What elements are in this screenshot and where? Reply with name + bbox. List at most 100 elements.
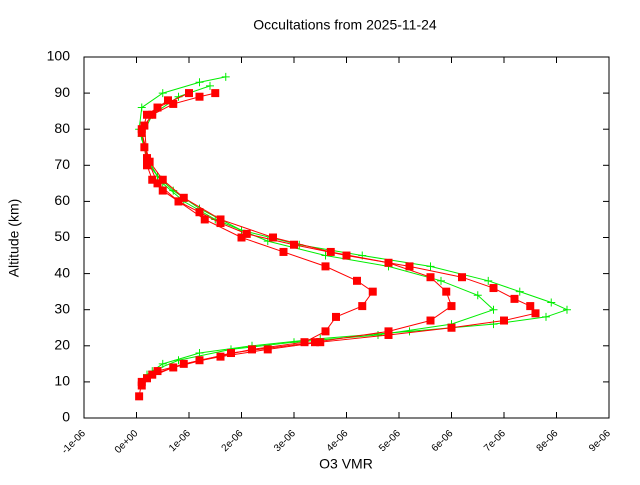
y-tick-label: 10	[54, 373, 70, 389]
point	[206, 81, 214, 90]
point	[211, 89, 220, 98]
point	[447, 302, 456, 311]
x-tick-label: -1e-06	[60, 428, 89, 457]
point	[547, 298, 556, 307]
point	[179, 193, 188, 202]
point	[316, 338, 325, 347]
point	[145, 157, 154, 166]
x-tick-label: 5e-06	[377, 428, 403, 454]
point	[237, 233, 246, 242]
point	[358, 302, 367, 311]
point	[368, 287, 377, 296]
profile-line	[141, 92, 374, 386]
point	[489, 284, 498, 293]
point	[442, 287, 451, 296]
y-tick-label: 30	[54, 300, 70, 316]
point	[164, 96, 172, 105]
y-tick-label: 80	[54, 120, 70, 136]
y-tick-label: 90	[54, 84, 70, 100]
x-tick-label: 3e-06	[272, 428, 298, 454]
point	[148, 175, 157, 184]
point	[263, 345, 272, 354]
point	[185, 89, 193, 98]
point	[484, 276, 493, 285]
point	[326, 247, 335, 256]
point	[353, 276, 361, 285]
point	[447, 323, 456, 332]
point	[489, 305, 498, 314]
point	[290, 240, 298, 249]
x-tick-label: 8e-06	[535, 428, 561, 454]
point	[384, 258, 393, 267]
point	[158, 186, 167, 195]
chart-title: Occultations from 2025-11-24	[253, 17, 437, 33]
point	[269, 233, 277, 242]
x-tick-label: 4e-06	[325, 428, 351, 454]
y-tick-label: 0	[62, 409, 70, 425]
x-tick-label: 7e-06	[482, 428, 508, 454]
point	[174, 197, 183, 206]
y-axis-label: Altitude (km)	[6, 199, 22, 278]
point	[374, 330, 382, 339]
y-tick-label: 20	[54, 337, 70, 353]
point	[195, 78, 204, 87]
point	[227, 349, 235, 358]
point	[216, 215, 225, 224]
point	[153, 179, 162, 188]
x-tick-label: 2e-06	[220, 428, 246, 454]
point	[321, 327, 330, 336]
point	[437, 276, 445, 285]
point	[137, 103, 146, 112]
x-tick-label: 6e-06	[430, 428, 456, 454]
x-axis-label: O3 VMR	[319, 456, 373, 472]
point	[140, 121, 149, 130]
point	[140, 143, 149, 152]
point	[158, 89, 167, 98]
point	[405, 327, 414, 336]
point	[200, 215, 209, 224]
point	[148, 370, 157, 379]
x-tick-label: 9e-06	[587, 428, 613, 454]
point	[135, 392, 144, 401]
point	[531, 309, 540, 318]
point	[300, 338, 309, 347]
y-tick-label: 40	[54, 264, 70, 280]
point	[405, 262, 414, 271]
point	[137, 381, 146, 390]
point	[458, 273, 466, 282]
point	[242, 229, 251, 238]
point	[515, 287, 524, 296]
point	[563, 305, 571, 314]
x-tick-label: 0e+00	[113, 428, 141, 456]
point	[169, 363, 178, 372]
point	[137, 128, 146, 137]
point	[542, 312, 550, 321]
point	[426, 262, 435, 271]
profile-line	[138, 92, 537, 397]
point	[311, 338, 319, 347]
y-tick-label: 60	[54, 192, 70, 208]
point	[321, 262, 330, 271]
point	[216, 352, 225, 361]
y-tick-label: 50	[54, 228, 70, 244]
profile-line	[141, 99, 453, 379]
y-tick-label: 70	[54, 156, 70, 172]
point	[426, 273, 435, 282]
point	[279, 247, 288, 256]
profile-line	[138, 76, 569, 376]
point	[500, 316, 508, 325]
point	[473, 291, 482, 300]
point	[342, 251, 351, 260]
point	[426, 316, 435, 325]
point	[195, 208, 204, 217]
point	[526, 302, 535, 311]
point	[332, 312, 340, 321]
point	[248, 345, 256, 354]
point	[195, 92, 204, 101]
point	[169, 99, 178, 108]
point	[143, 110, 151, 119]
x-tick-label: 1e-06	[167, 428, 193, 454]
point	[158, 175, 167, 184]
point	[195, 356, 204, 365]
